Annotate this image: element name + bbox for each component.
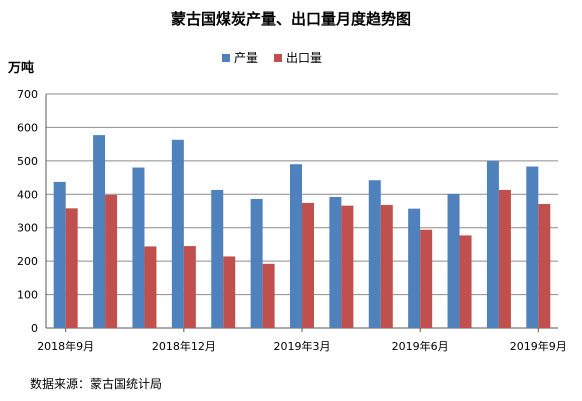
bar-export: [65, 208, 78, 328]
y-tick-label: 200: [17, 255, 38, 268]
legend-label-export: 出口量: [286, 51, 323, 65]
x-tick-label: 2019年6月: [392, 339, 449, 353]
bar-production: [250, 198, 263, 328]
bar-production: [211, 189, 224, 328]
y-tick-label: 300: [17, 222, 38, 235]
y-tick-label: 400: [17, 188, 38, 201]
bar-export: [105, 194, 118, 328]
x-tick-label: 2019年9月: [510, 339, 567, 353]
legend-swatch-production: [222, 53, 230, 62]
bar-production: [53, 181, 66, 328]
bar-production: [486, 160, 499, 328]
y-tick-label: 500: [17, 155, 38, 168]
legend-item-export: 出口量: [274, 49, 322, 66]
bar-production: [171, 139, 184, 328]
data-source-note: 数据来源：蒙古国统计局: [30, 377, 163, 391]
y-axis-label: 万吨: [8, 61, 35, 76]
bar-export: [223, 256, 236, 328]
bar-production: [526, 166, 539, 328]
bar-export: [459, 235, 472, 328]
bar-export: [341, 205, 354, 328]
x-tick-label: 2018年9月: [37, 339, 94, 353]
x-tick-label: 2018年12月: [152, 339, 216, 353]
bar-export: [538, 203, 551, 328]
y-tick-label: 100: [17, 289, 38, 302]
legend-label-production: 产量: [234, 51, 259, 65]
bar-production: [408, 208, 421, 328]
legend: 产量 出口量: [222, 49, 338, 66]
y-tick-label: 700: [17, 88, 38, 101]
bar-export: [420, 229, 433, 328]
bar-production: [447, 193, 460, 328]
bar-export: [498, 189, 511, 328]
chart-title: 蒙古国煤炭产量、出口量月度趋势图: [170, 10, 411, 28]
bar-export: [302, 202, 314, 328]
bar-production: [329, 196, 342, 328]
legend-swatch-export: [274, 53, 283, 62]
bar-production: [290, 164, 302, 328]
bar-production: [368, 180, 381, 328]
x-tick-label: 2019年3月: [274, 339, 331, 353]
bar-production: [132, 167, 145, 328]
y-tick-label: 600: [17, 121, 38, 134]
bar-export: [183, 246, 196, 328]
bar-export: [144, 246, 157, 328]
bar-export: [380, 204, 393, 328]
bar-production: [93, 135, 106, 328]
y-tick-label: 0: [31, 322, 38, 335]
bar-export: [262, 263, 275, 328]
legend-item-production: 产量: [222, 49, 258, 66]
